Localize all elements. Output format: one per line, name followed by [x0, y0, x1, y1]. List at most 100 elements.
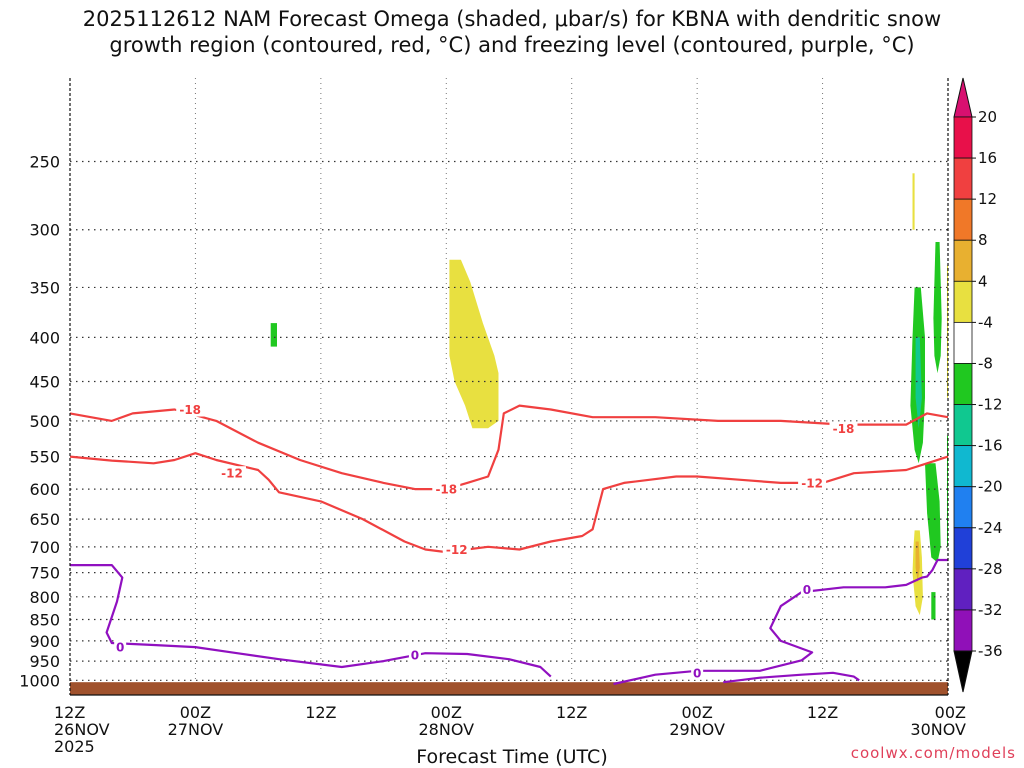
omega-shade-green-east-3: [925, 463, 941, 563]
freezing-level-east-label-bg-0: [691, 665, 704, 680]
colorbar-segment-12: [953, 609, 973, 652]
freezing-level-east: [613, 558, 948, 686]
x-tick-label-12-1: 00Z: [180, 703, 211, 722]
omega-shade-green-east-5: [931, 592, 936, 620]
x-tick-label-12-2: 27NOV: [168, 720, 224, 739]
colorbar-segment-3: [953, 239, 973, 282]
isotherm-minus18-label-2: -18: [833, 422, 855, 436]
colorbar-label-13: -36: [978, 642, 1003, 660]
omega-shade-yellow-center: [449, 259, 499, 429]
colorbar-segment-7: [953, 404, 973, 447]
axes-layer: 250 300 350 400 450 500 550 600 650 700 750 800 850 9…: [19, 78, 966, 756]
x-tick-label-60-2: 29NOV: [669, 720, 725, 739]
y-tick-label-700: 700: [29, 538, 60, 557]
colorbar-label-9: -20: [978, 478, 1003, 496]
colorbar-label-2: 12: [978, 190, 997, 208]
ground: [70, 682, 948, 695]
chart-title: 2025112612 NAM Forecast Omega (shaded, μ…: [0, 6, 1024, 58]
colorbar-segment-9: [953, 486, 973, 529]
x-tick-label-48-1: 12Z: [556, 703, 587, 722]
y-tick-label-400: 400: [29, 328, 60, 347]
y-tick-label-500: 500: [29, 412, 60, 431]
isotherm-minus12-label-bg-2: [798, 475, 827, 490]
freezing-level-label-1: 0: [411, 649, 419, 663]
y-tick-label-650: 650: [29, 510, 60, 529]
y-tick-label-950: 950: [29, 652, 60, 671]
freezing-level-east-label-1: 0: [803, 583, 811, 597]
x-tick-label-0-3: 2025: [54, 737, 95, 756]
y-tick-label-350: 350: [29, 278, 60, 297]
freezing-level-label-bg-0: [114, 640, 127, 655]
y-tick-label-550: 550: [29, 448, 60, 467]
x-tick-label-24-1: 12Z: [305, 703, 336, 722]
freezing-level-label-0: 0: [116, 641, 124, 655]
x-axis-label: Forecast Time (UTC): [416, 746, 608, 768]
y-tick-label-1000: 1000: [19, 671, 60, 690]
colorbar-label-10: -24: [978, 519, 1003, 537]
colorbar-label-12: -32: [978, 601, 1003, 619]
colorbar-label-3: 8: [978, 231, 988, 249]
x-tick-label-36-1: 00Z: [431, 703, 462, 722]
colorbar-cap-bottom: [953, 650, 973, 693]
isotherm-minus12-label-2: -12: [801, 476, 823, 490]
x-tick-label-84-2: 30NOV: [910, 720, 966, 739]
isotherm-minus12-label-bg-0: [218, 466, 247, 481]
freezing-level-east-low: [723, 671, 860, 684]
isotherm-minus18-label-0: -18: [179, 403, 201, 417]
freezing-level: [70, 564, 552, 678]
y-tick-label-900: 900: [29, 632, 60, 651]
isotherm-minus18-label-bg-0: [176, 402, 205, 417]
colorbar-label-5: -4: [978, 313, 993, 331]
chart-title-line2: growth region (contoured, red, °C) and f…: [109, 33, 915, 57]
y-tick-label-750: 750: [29, 564, 60, 583]
omega-shade-green-east-2: [933, 242, 942, 374]
colorbar-segment-10: [953, 527, 973, 570]
colorbar-cap-top: [953, 77, 973, 118]
omega-shade-green-west: [270, 323, 277, 347]
colorbar-segment-6: [953, 363, 973, 405]
colorbar-label-0: 20: [978, 108, 997, 126]
x-tick-label-0-2: 26NOV: [54, 720, 110, 739]
omega-shade-cyan-east: [915, 337, 922, 429]
isotherm-minus18-label-bg-2: [829, 421, 858, 436]
colorbar-segment-11: [953, 568, 973, 611]
y-tick-label-800: 800: [29, 588, 60, 607]
y-tick-label-600: 600: [29, 480, 60, 499]
freezing-level-east-label-bg-1: [800, 582, 813, 597]
isotherm-minus12-label-bg-1: [442, 542, 471, 557]
y-tick-label-450: 450: [29, 372, 60, 391]
isotherm-minus18-label-1: -18: [435, 483, 457, 497]
omega-shade-yellow-east-top: [912, 173, 915, 230]
credit-text: coolwx.com/models: [850, 744, 1016, 762]
terrain-layer: [70, 682, 948, 695]
y-tick-label-850: 850: [29, 611, 60, 630]
freezing-level-label-bg-1: [408, 648, 421, 663]
y-tick-label-250: 250: [29, 153, 60, 172]
chart-title-line1: 2025112612 NAM Forecast Omega (shaded, μ…: [82, 7, 942, 31]
colorbar-label-6: -8: [978, 354, 993, 372]
colorbar-label-8: -16: [978, 437, 1003, 455]
colorbar-segment-4: [953, 280, 973, 323]
y-tick-label-300: 300: [29, 221, 60, 240]
colorbar-label-11: -28: [978, 560, 1003, 578]
colorbar-segment-5: [953, 321, 973, 364]
x-tick-label-84-1: 00Z: [935, 703, 966, 722]
isotherm-minus12-label-1: -12: [446, 543, 468, 557]
colorbar-segment-1: [953, 157, 973, 200]
x-tick-label-60-1: 00Z: [681, 703, 712, 722]
x-tick-label-72-1: 12Z: [807, 703, 838, 722]
isotherm-minus12: [69, 452, 949, 554]
x-tick-label-36-2: 28NOV: [418, 720, 474, 739]
x-tick-label-0-1: 12Z: [54, 703, 85, 722]
isotherm-minus12-label-0: -12: [221, 467, 243, 481]
colorbar-label-1: 16: [978, 149, 997, 167]
colorbar-label-7: -12: [978, 396, 1003, 414]
freezing-level-east-label-0: 0: [693, 666, 701, 680]
omega-shading-layer: [270, 173, 948, 620]
colorbar-segment-8: [953, 445, 973, 488]
colorbar-label-4: 4: [978, 272, 988, 290]
colorbar-segment-0: [953, 116, 973, 159]
grid-layer: [69, 78, 949, 695]
isotherm-minus18-label-bg-1: [432, 482, 461, 497]
